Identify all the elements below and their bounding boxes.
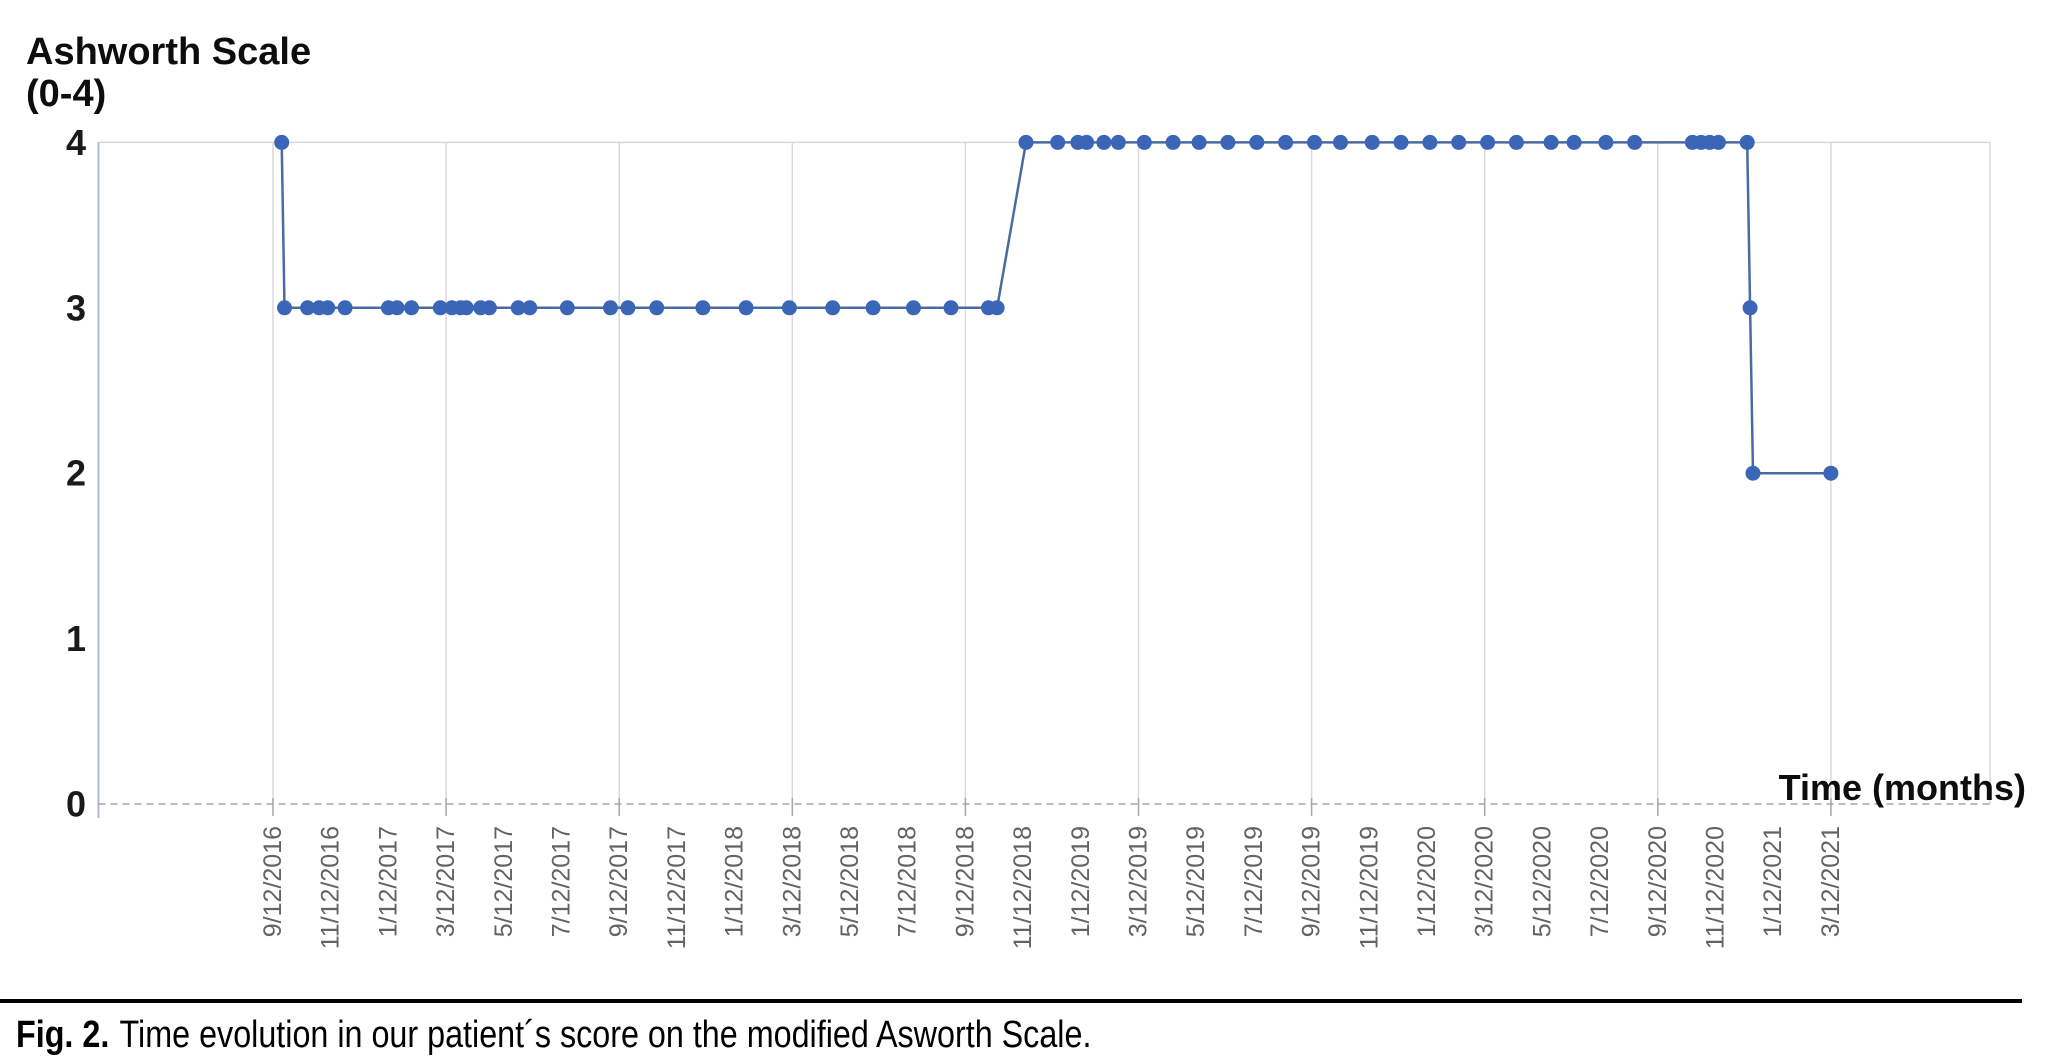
data-point <box>989 300 1005 316</box>
data-point <box>943 300 959 316</box>
y-tick-label: 0 <box>66 784 86 825</box>
x-tick-label: 9/12/2019 <box>1298 826 1326 937</box>
x-tick-label: 1/12/2019 <box>1067 826 1095 937</box>
data-point <box>1110 134 1126 150</box>
data-point <box>300 300 316 316</box>
data-point <box>1566 134 1582 150</box>
x-tick-labels: 9/12/2016 11/12/2016 1/12/2017 3/12/2017 5/1… <box>259 826 1845 949</box>
y-tick-label: 3 <box>66 287 86 328</box>
data-point <box>481 300 497 316</box>
data-point <box>522 300 538 316</box>
x-tick-label: 5/12/2018 <box>836 826 864 937</box>
data-point <box>1508 134 1524 150</box>
x-tick-label: 11/12/2018 <box>1009 826 1037 949</box>
data-point <box>559 300 575 316</box>
x-tick-label: 1/12/2017 <box>374 826 402 937</box>
y-tick-labels: 0 1 2 3 4 <box>66 122 86 825</box>
x-tick-label: 9/12/2020 <box>1644 826 1672 937</box>
data-point <box>1480 134 1496 150</box>
data-point <box>1598 134 1614 150</box>
y-axis-title-line1: Ashworth Scale <box>26 31 311 73</box>
caption-divider <box>0 999 2022 1003</box>
caption-text: Time evolution in our patient´s score on… <box>119 1014 1092 1056</box>
data-point <box>389 300 405 316</box>
x-tick-label: 5/12/2019 <box>1182 826 1210 937</box>
data-point <box>906 300 921 316</box>
data-point <box>1307 134 1322 150</box>
x-tick-label: 1/12/2021 <box>1759 826 1787 937</box>
x-tick-label: 9/12/2016 <box>259 826 287 937</box>
data-point <box>1745 465 1761 481</box>
x-tick-label: 9/12/2017 <box>605 826 633 937</box>
x-tick-label: 7/12/2018 <box>894 826 922 937</box>
data-point <box>1278 134 1294 150</box>
x-tick-label: 11/12/2017 <box>663 826 691 949</box>
data-point <box>1220 134 1236 150</box>
data-point <box>649 300 665 316</box>
x-tick-label: 5/12/2017 <box>490 826 518 937</box>
data-point <box>1710 134 1726 150</box>
data-point <box>458 300 474 316</box>
x-tick-label: 7/12/2020 <box>1586 826 1614 937</box>
y-tick-label: 2 <box>66 453 86 494</box>
data-point <box>1018 134 1034 150</box>
data-point <box>1543 134 1559 150</box>
x-axis-title: Time (months) <box>1779 767 2026 808</box>
caption-label: Fig. 2. <box>16 1014 110 1056</box>
data-point <box>1136 134 1152 150</box>
x-tick-label: 3/12/2017 <box>432 826 460 937</box>
x-tick-label: 9/12/2018 <box>951 826 979 937</box>
data-point <box>510 300 526 316</box>
data-point <box>695 300 711 316</box>
data-point <box>1096 134 1112 150</box>
figure-caption: Fig. 2. Time evolution in our patient´s s… <box>16 1014 1091 1057</box>
x-tick-label: 3/12/2020 <box>1471 826 1499 937</box>
data-point <box>404 300 419 316</box>
x-tick-label: 7/12/2019 <box>1240 826 1268 937</box>
data-point <box>1249 134 1265 150</box>
x-tick-label: 3/12/2019 <box>1125 826 1153 937</box>
y-axis-title-line2: (0-4) <box>26 73 106 115</box>
x-tick-label: 11/12/2016 <box>317 826 345 949</box>
x-tick-label: 1/12/2018 <box>721 826 749 937</box>
x-tick-label: 3/12/2021 <box>1817 826 1845 937</box>
x-tick-label: 1/12/2020 <box>1413 826 1441 937</box>
data-point <box>277 300 292 316</box>
x-tick-label: 7/12/2017 <box>548 826 576 937</box>
gridlines <box>98 141 1991 804</box>
data-point <box>1393 134 1409 150</box>
data-point <box>1191 134 1207 150</box>
data-point <box>320 300 336 316</box>
ashworth-line-chart: Ashworth Scale (0-4) 9/12/2016 11/12/2016… <box>26 31 2026 949</box>
x-tick-label: 11/12/2020 <box>1702 826 1730 949</box>
data-point <box>1079 134 1095 150</box>
data-point <box>1364 134 1380 150</box>
data-point <box>337 300 353 316</box>
data-point <box>738 300 754 316</box>
data-point <box>620 300 636 316</box>
data-point <box>1739 134 1755 150</box>
data-point <box>1165 134 1181 150</box>
data-point <box>825 300 841 316</box>
data-point <box>1422 134 1438 150</box>
data-point <box>1627 134 1643 150</box>
x-tick-label: 3/12/2018 <box>778 826 806 937</box>
data-point <box>274 134 290 150</box>
data-point <box>1333 134 1348 150</box>
data-point <box>781 300 797 316</box>
data-point <box>865 300 881 316</box>
data-point <box>1823 465 1839 481</box>
data-point <box>432 300 448 316</box>
axes <box>97 142 1990 818</box>
x-tick-label: 11/12/2019 <box>1355 826 1383 949</box>
data-series <box>274 134 1839 481</box>
data-point <box>603 300 618 316</box>
data-point <box>1050 134 1066 150</box>
y-tick-label: 1 <box>66 618 86 659</box>
x-tick-label: 5/12/2020 <box>1528 826 1556 937</box>
data-point <box>1742 300 1758 316</box>
data-point <box>1451 134 1467 150</box>
y-tick-label: 4 <box>66 122 86 163</box>
